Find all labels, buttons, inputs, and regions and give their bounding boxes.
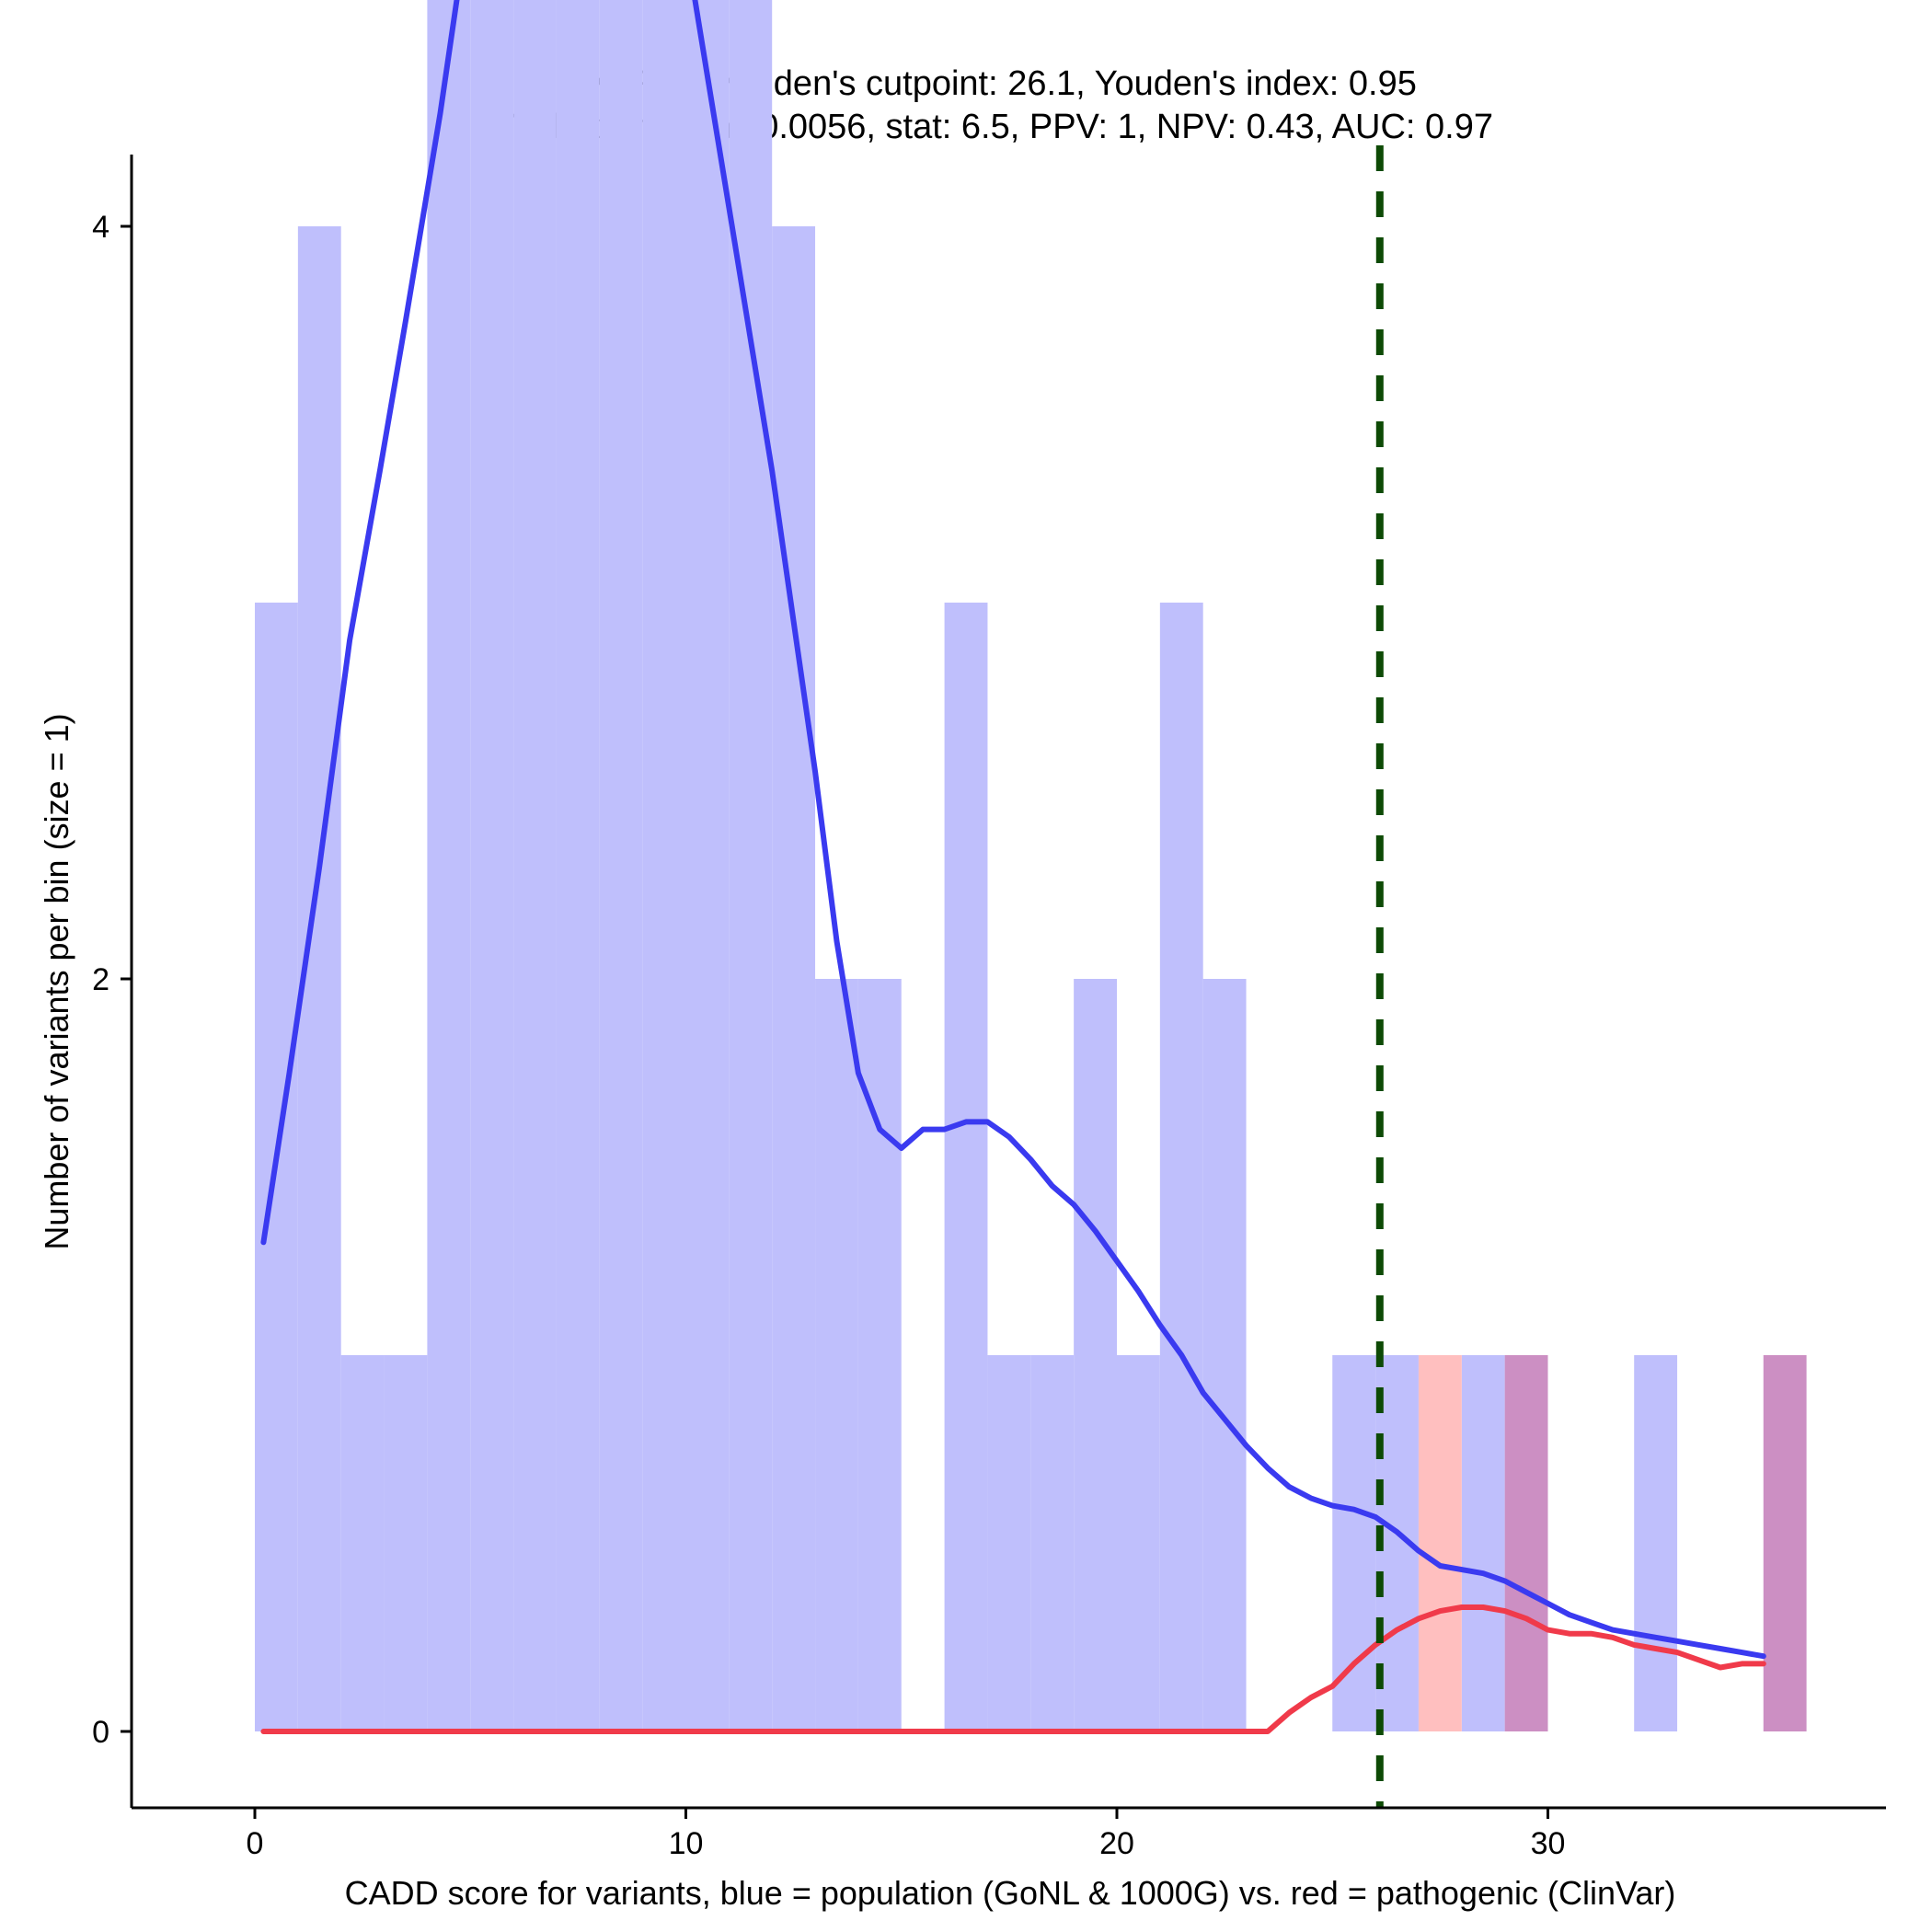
population-bar bbox=[642, 0, 686, 1731]
y-tick-label: 0 bbox=[92, 1715, 109, 1750]
density-lines bbox=[260, 0, 1766, 1734]
population-bar bbox=[815, 979, 858, 1731]
tick-labels: 010203002468 bbox=[92, 210, 1566, 1861]
y-axis-label: Number of variants per bin (size = 1) bbox=[38, 713, 75, 1249]
population-bar bbox=[470, 0, 514, 1731]
population-bar bbox=[513, 0, 557, 1731]
pathogenic-bar bbox=[1418, 1355, 1462, 1731]
population-bar bbox=[1030, 1355, 1075, 1731]
x-tick-label: 20 bbox=[1099, 1826, 1134, 1861]
population-bar bbox=[1461, 1355, 1505, 1731]
histogram-bars bbox=[255, 0, 1807, 1731]
population-bar bbox=[384, 1355, 428, 1731]
population-bar bbox=[340, 1355, 385, 1731]
population-bar bbox=[944, 603, 988, 1731]
population-bar bbox=[1074, 979, 1117, 1731]
population-bar bbox=[1159, 603, 1203, 1731]
overlap-bar bbox=[1504, 1355, 1548, 1731]
y-tick-label: 2 bbox=[92, 962, 109, 997]
population-bar bbox=[857, 979, 902, 1731]
x-tick-label: 30 bbox=[1531, 1826, 1566, 1861]
population-bar bbox=[556, 0, 600, 1731]
population-density-line bbox=[260, 0, 1766, 1660]
y-tick-label: 4 bbox=[92, 210, 109, 245]
x-tick-label: 0 bbox=[247, 1826, 264, 1861]
population-bar bbox=[987, 1355, 1031, 1731]
population-bar bbox=[1117, 1355, 1160, 1731]
x-axis-label: CADD score for variants, blue = populati… bbox=[345, 1874, 1676, 1912]
overlap-bar bbox=[1763, 1355, 1807, 1731]
population-bar bbox=[1332, 1355, 1376, 1731]
axes bbox=[130, 155, 1886, 1810]
population-bar bbox=[1634, 1355, 1678, 1731]
population-bar bbox=[685, 0, 730, 1731]
pathogenic-density-line bbox=[260, 1604, 1766, 1734]
population-bar bbox=[599, 0, 643, 1731]
population-bar bbox=[427, 0, 471, 1731]
population-bar bbox=[729, 0, 773, 1731]
population-bar bbox=[1202, 979, 1247, 1731]
x-tick-label: 10 bbox=[669, 1826, 704, 1861]
population-bar bbox=[772, 226, 816, 1731]
